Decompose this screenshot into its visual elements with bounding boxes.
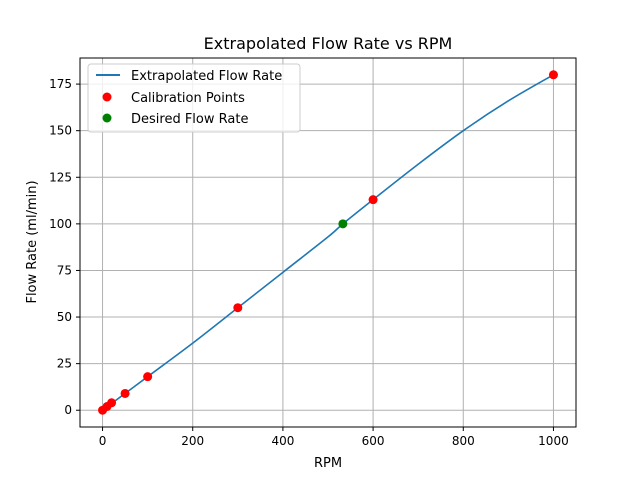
legend-box <box>87 63 301 133</box>
y-tick-label: 75 <box>57 263 72 277</box>
x-tick-label: 0 <box>99 434 107 448</box>
y-tick-label: 150 <box>49 124 72 138</box>
x-tick-label: 600 <box>362 434 385 448</box>
x-tick-label: 1000 <box>538 434 569 448</box>
x-tick-label: 200 <box>181 434 204 448</box>
y-tick-label: 25 <box>57 357 72 371</box>
legend-calibration-swatch <box>102 92 112 102</box>
calibration-point <box>368 195 378 205</box>
legend: Extrapolated Flow Rate Calibration Point… <box>87 63 301 133</box>
calibration-point <box>143 372 153 382</box>
legend-label-desired: Desired Flow Rate <box>131 112 248 127</box>
calibration-point <box>120 388 130 398</box>
y-tick-label: 175 <box>49 77 72 91</box>
axis-ticks: 0 200 400 600 800 1000 0 25 50 75 100 125 150 175 <box>49 77 569 448</box>
calibration-point <box>107 398 117 408</box>
x-axis-label: RPM <box>314 456 342 471</box>
legend-desired-swatch <box>102 113 112 123</box>
y-tick-label: 50 <box>57 310 72 324</box>
legend-label-calibration: Calibration Points <box>131 91 245 106</box>
plot-frame <box>79 57 577 428</box>
legend-label-extrapolated: Extrapolated Flow Rate <box>131 69 282 84</box>
y-tick-label: 0 <box>64 403 72 417</box>
x-tick-label: 400 <box>271 434 294 448</box>
y-tick-label: 125 <box>49 170 72 184</box>
series-lines <box>102 74 554 411</box>
series-points <box>98 70 558 415</box>
y-axis-label: Flow Rate (ml/min) <box>25 180 40 303</box>
desired-flow-rate-point <box>338 219 348 229</box>
y-tick-label: 100 <box>49 217 72 231</box>
x-tick-label: 800 <box>452 434 475 448</box>
chart-title: Extrapolated Flow Rate vs RPM <box>204 34 453 53</box>
calibration-point <box>548 70 558 80</box>
extrapolated-flow-rate-line <box>102 74 554 411</box>
calibration-point <box>233 303 243 313</box>
